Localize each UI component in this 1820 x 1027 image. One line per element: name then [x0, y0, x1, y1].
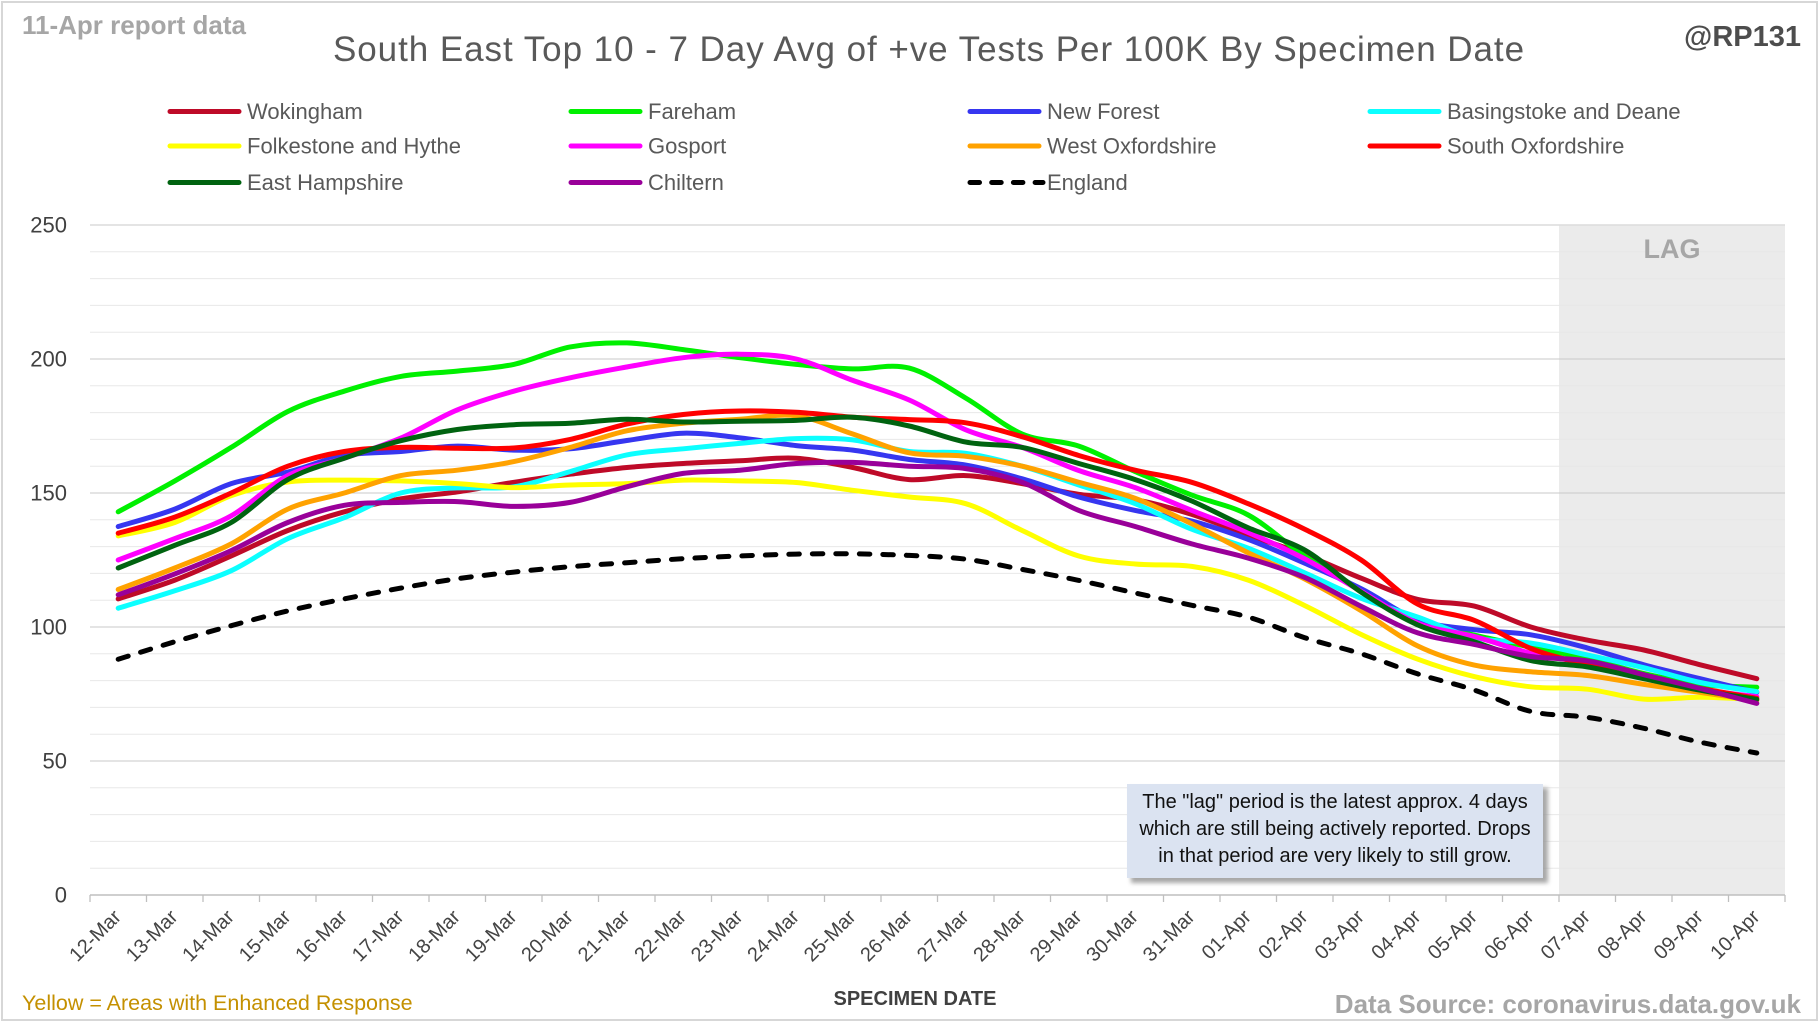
- svg-text:Wokingham: Wokingham: [247, 99, 363, 124]
- svg-text:11-Apr report data: 11-Apr report data: [22, 10, 246, 40]
- svg-text:200: 200: [30, 347, 67, 372]
- svg-text:LAG: LAG: [1644, 234, 1701, 264]
- svg-text:South East Top 10 - 7 Day Avg: South East Top 10 - 7 Day Avg of +ve Tes…: [333, 30, 1525, 69]
- svg-text:0: 0: [55, 883, 67, 908]
- svg-text:@RP131: @RP131: [1684, 21, 1801, 53]
- svg-text:Gosport: Gosport: [648, 134, 726, 159]
- svg-text:Basingstoke and Deane: Basingstoke and Deane: [1447, 99, 1681, 124]
- svg-text:South Oxfordshire: South Oxfordshire: [1447, 134, 1624, 159]
- svg-text:SPECIMEN DATE: SPECIMEN DATE: [834, 988, 997, 1010]
- svg-text:Yellow = Areas with Enhanced R: Yellow = Areas with Enhanced Response: [22, 991, 413, 1015]
- svg-text:in that period are very likely: in that period are very likely to still …: [1158, 845, 1512, 867]
- svg-text:The "lag" period is the latest: The "lag" period is the latest approx. 4…: [1142, 791, 1528, 813]
- svg-text:Data Source: coronavirus.data.: Data Source: coronavirus.data.gov.uk: [1335, 989, 1802, 1019]
- svg-text:150: 150: [30, 481, 67, 506]
- svg-text:100: 100: [30, 615, 67, 640]
- svg-text:250: 250: [30, 213, 67, 238]
- svg-text:50: 50: [43, 749, 67, 774]
- svg-text:which are still being actively: which are still being actively reported.…: [1138, 818, 1530, 840]
- svg-text:New Forest: New Forest: [1047, 99, 1159, 124]
- svg-text:Folkestone and Hythe: Folkestone and Hythe: [247, 134, 461, 159]
- svg-text:Fareham: Fareham: [648, 99, 736, 124]
- svg-text:Chiltern: Chiltern: [648, 170, 724, 195]
- svg-text:England: England: [1047, 170, 1128, 195]
- svg-text:West Oxfordshire: West Oxfordshire: [1047, 134, 1217, 159]
- svg-text:East Hampshire: East Hampshire: [247, 170, 404, 195]
